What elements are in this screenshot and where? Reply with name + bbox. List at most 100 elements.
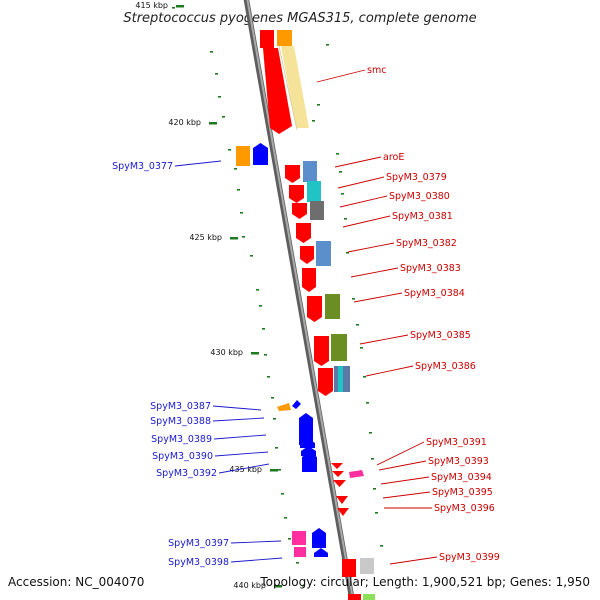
gene-label-rev-2: SpyM3_0388 (150, 416, 211, 427)
cog-box-0394 (349, 470, 364, 478)
scale-dot-0 (172, 7, 175, 9)
topology-text: Topology: circular; Length: 1,900,521 bp… (259, 575, 590, 589)
leader-line-fwd-0 (316, 69, 366, 83)
gene-label-fwd-15: SpyM3_0399 (439, 552, 500, 563)
leader-line-rev-6 (230, 540, 282, 544)
cog-box-aroE (303, 161, 317, 182)
scale-dot-11 (256, 289, 259, 291)
gene-0397 (312, 528, 326, 548)
cog-box-0379 (307, 181, 321, 202)
gene-0390 (301, 446, 316, 456)
cog-box-0380 (310, 201, 324, 220)
leader-line-rev-0 (174, 160, 222, 167)
leader-line-fwd-6 (350, 267, 399, 278)
gene-label-fwd-10: SpyM3_0391 (426, 437, 487, 448)
gene-label-fwd-12: SpyM3_0394 (431, 472, 492, 483)
scale-dot-21 (284, 517, 287, 519)
gene-label-fwd-6: SpyM3_0383 (400, 263, 461, 274)
cog-stripe-0386 (338, 366, 343, 392)
gene-label-fwd-9: SpyM3_0386 (415, 361, 476, 372)
tick-mark-0 (176, 5, 184, 8)
gene-0385 (314, 336, 329, 366)
gene-0375-top (260, 30, 274, 48)
scale-dot-17 (273, 418, 276, 420)
scale-dot-27 (312, 120, 315, 122)
cog-box-0384 (325, 294, 340, 319)
gene-0387 (292, 400, 301, 409)
feature-tracks (172, 0, 383, 600)
gene-label-fwd-4: SpyM3_0381 (392, 211, 453, 222)
scale-dot-19 (278, 469, 281, 471)
leader-line-fwd-1 (334, 156, 382, 168)
gene-label-rev-6: SpyM3_0397 (168, 538, 229, 549)
gene-0387-cog (277, 403, 291, 411)
scale-dot-32 (346, 252, 349, 254)
gene-label-fwd-13: SpyM3_0395 (432, 487, 493, 498)
gene-0398-cog (294, 547, 306, 557)
gene-label-fwd-11: SpyM3_0393 (428, 456, 489, 467)
gene-0395 (336, 496, 348, 504)
gene-aroE (285, 165, 300, 183)
cog-box-smc (281, 46, 309, 128)
leader-line-fwd-7 (353, 292, 403, 303)
accession-text: Accession: NC_004070 (8, 575, 144, 589)
gene-label-rev-5: SpyM3_0392 (156, 468, 217, 479)
tick-mark-1 (209, 122, 217, 125)
gene-0394 (333, 480, 346, 487)
cog-box-0399 (360, 558, 374, 574)
gene-label-fwd-5: SpyM3_0382 (396, 238, 457, 249)
gene-label-fwd-3: SpyM3_0380 (389, 191, 450, 202)
gene-0388 (299, 413, 313, 445)
cog-box-0382 (316, 241, 331, 266)
gene-label-rev-0: SpyM3_0377 (112, 161, 173, 172)
leader-line-rev-7 (230, 557, 283, 563)
scale-dot-38 (369, 432, 372, 434)
leader-line-fwd-2 (337, 176, 385, 189)
scale-dot-15 (267, 376, 270, 378)
tick-label-0: 415 kbp (135, 1, 168, 10)
gene-0382 (300, 246, 314, 264)
leader-line-fwd-4 (342, 215, 391, 228)
tick-label-2: 425 kbp (189, 233, 222, 242)
gene-0393 (332, 471, 344, 477)
cog-box-orange-top (277, 30, 292, 46)
gene-0399 (342, 559, 356, 577)
scale-dot-10 (250, 255, 253, 257)
scale-dot-26 (317, 104, 320, 106)
tick-mark-3 (251, 352, 259, 355)
scale-dot-3 (218, 96, 221, 98)
scale-dot-14 (264, 354, 267, 356)
leader-line-fwd-12 (380, 476, 430, 485)
gene-labels: smc aroE SpyM3_0379 SpyM3_0380 SpyM3_0381 Spy… (112, 65, 500, 568)
leader-line-rev-1 (212, 405, 262, 411)
leader-line-rev-5 (218, 463, 270, 474)
backbone-highlight (246, 0, 355, 600)
gene-0391 (331, 463, 343, 469)
scale-dot-42 (380, 545, 383, 547)
leader-line-rev-4 (214, 451, 269, 457)
gene-0384 (307, 296, 322, 322)
gene-0397-cog (292, 531, 306, 545)
scale-dot-34 (356, 324, 359, 326)
scale-dot-24 (302, 585, 305, 587)
tick-label-4: 435 kbp (229, 465, 262, 474)
scale-dot-4 (222, 116, 225, 118)
scale-dot-29 (339, 171, 342, 173)
gene-0386 (318, 368, 333, 396)
tick-mark-5 (274, 585, 282, 588)
gene-0392 (302, 452, 317, 472)
gene-0377 (253, 143, 268, 165)
scale-dot-39 (371, 458, 374, 460)
gene-0389 (300, 438, 315, 448)
gene-0396 (337, 508, 349, 516)
scale-dot-23 (296, 562, 299, 564)
cog-box-edge (278, 45, 298, 131)
gene-0381 (296, 223, 311, 243)
leader-line-rev-2 (212, 417, 265, 422)
scale-dot-37 (366, 402, 369, 404)
leader-line-fwd-5 (347, 242, 395, 253)
scale-dot-8 (240, 212, 243, 214)
scale-dot-22 (288, 538, 291, 540)
scale-ticks: 415 kbp 420 kbp 425 kbp 430 kbp 435 kbp 440 k… (135, 1, 266, 590)
